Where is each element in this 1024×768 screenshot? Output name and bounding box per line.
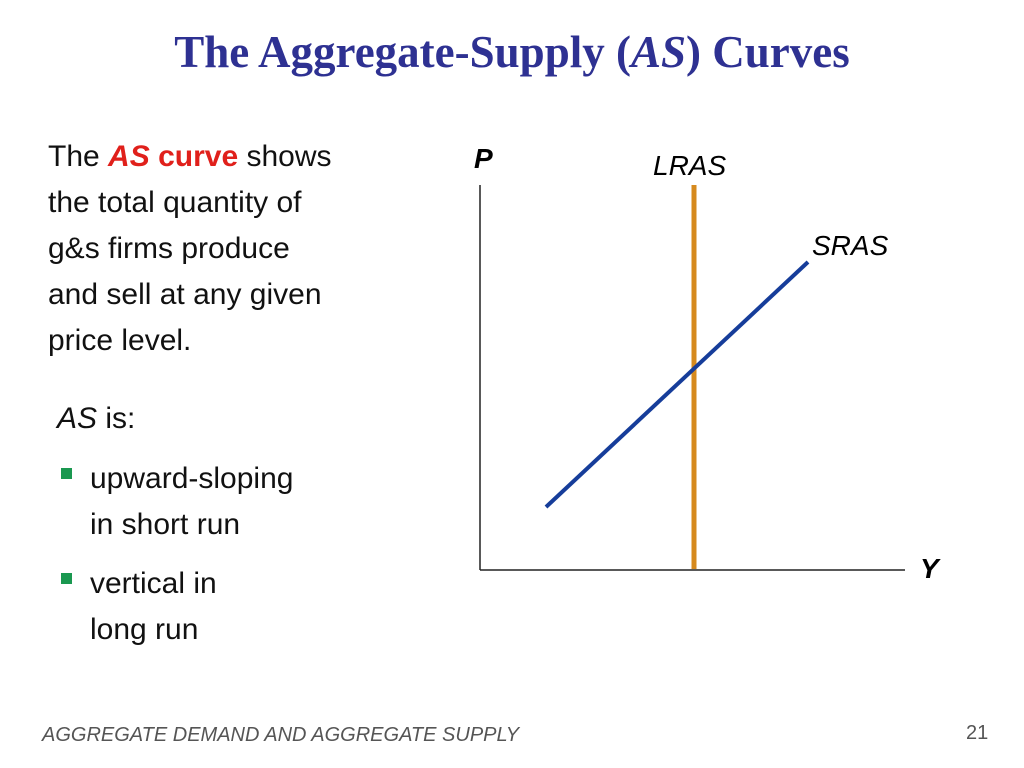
definition-line: g&s firms produce [48,232,290,265]
bullet-line: upward-sloping [90,462,294,495]
definition-line: the total quantity of [48,186,302,219]
bullet-line: long run [90,613,199,646]
emphasis: curve [158,140,239,173]
slide-title: The Aggregate-Supply (AS) Curves [0,26,1024,78]
definition: The AS curve shows the total quantity of… [48,134,332,364]
bullet: upward-sloping in short run [90,456,293,548]
text: AS [57,402,98,435]
y-axis-label: P [474,143,493,174]
title-text: The Aggregate-Supply ( [174,27,631,77]
title-text: ) Curves [686,27,850,77]
page-number: 21 [966,722,989,744]
sras-curve [544,260,810,509]
bullet: vertical in long run [90,561,217,653]
text: is: [105,402,136,435]
emphasis: AS [108,140,150,173]
title-italic: AS [630,27,687,77]
text: shows [246,140,332,173]
lras-label: LRAS [653,150,726,181]
sras-label: SRAS [812,230,889,261]
definition-line: price level. [48,324,192,357]
bullet-marker [61,468,72,479]
bullet-marker [61,573,72,584]
as-is: AS is: [57,396,135,442]
definition-line: and sell at any given [48,278,322,311]
bullet-line: in short run [90,508,241,541]
x-axis-label: Y [920,553,941,584]
definition-line: The AS curve shows [48,134,332,180]
text: The [48,140,100,173]
bullet-line: vertical in [90,567,217,600]
footer: AGGREGATE DEMAND AND AGGREGATE SUPPLY [42,724,520,746]
